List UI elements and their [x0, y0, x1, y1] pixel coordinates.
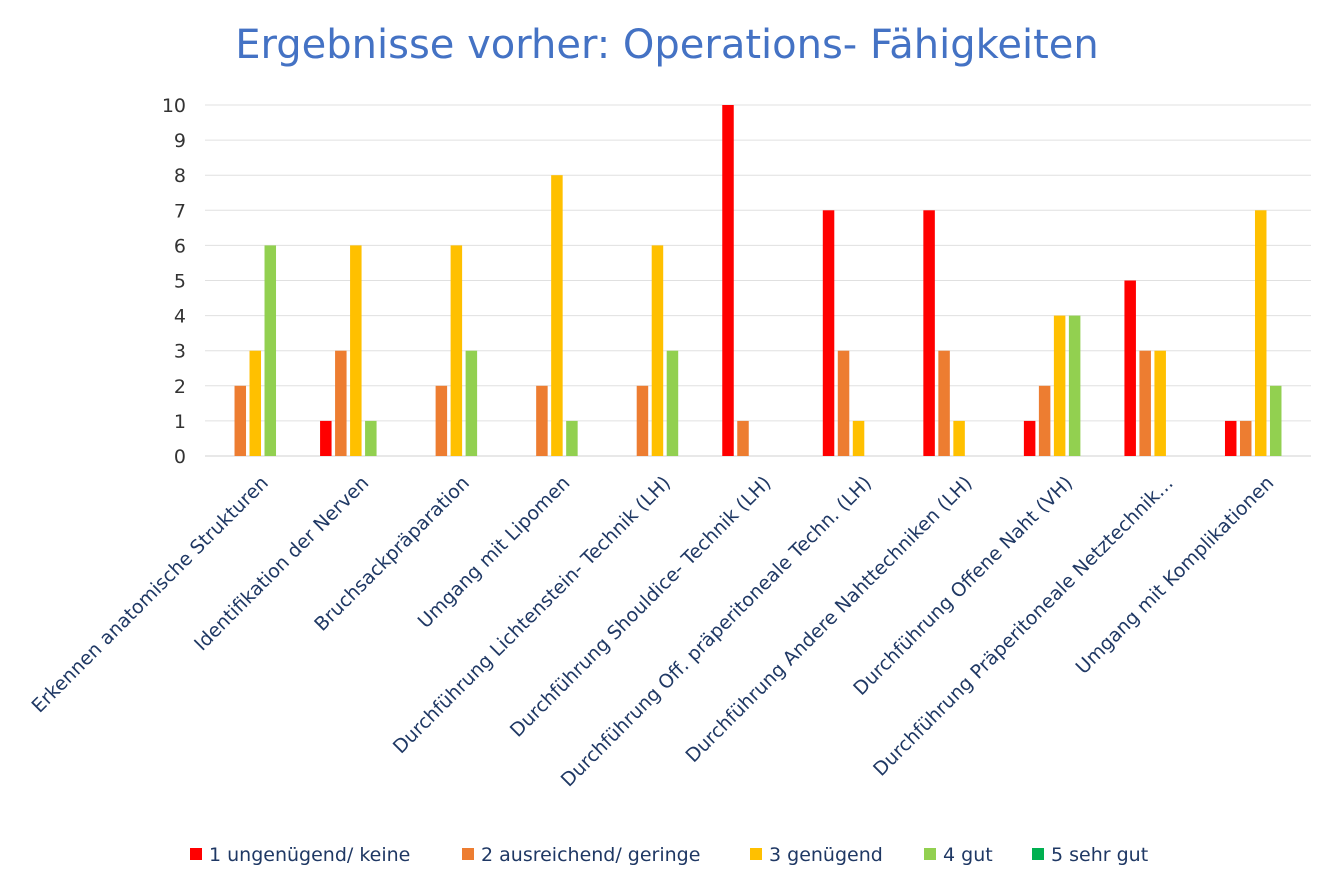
y-tick-label: 7 — [174, 200, 186, 222]
bar — [1224, 420, 1237, 456]
bar — [335, 350, 347, 456]
legend-label: 4 gut — [943, 844, 993, 866]
y-tick-label: 2 — [174, 376, 186, 398]
bar — [435, 385, 448, 456]
bar — [837, 350, 850, 456]
bar — [1254, 210, 1267, 456]
bar — [350, 245, 362, 456]
bar — [651, 245, 664, 456]
bar — [938, 350, 950, 456]
bar — [1239, 420, 1252, 456]
bar — [1139, 350, 1151, 456]
bar — [822, 210, 835, 456]
bar — [1124, 280, 1136, 456]
chart-title: Ergebnisse vorher: Operations- Fähigkeit… — [235, 22, 1099, 68]
legend-label: 5 sehr gut — [1051, 844, 1148, 866]
y-tick-label: 3 — [174, 341, 186, 363]
bar — [1068, 315, 1081, 456]
bar — [465, 350, 478, 456]
y-tick-label: 1 — [174, 411, 186, 433]
bar — [536, 385, 548, 456]
bar — [636, 385, 649, 456]
legend-label: 1 ungenügend/ keine — [209, 844, 410, 866]
legend-swatch — [924, 848, 936, 860]
legend-label: 2 ausreichend/ geringe — [481, 844, 700, 866]
bar — [264, 245, 277, 456]
bar — [1038, 385, 1051, 456]
legend-swatch — [750, 848, 762, 860]
bar — [320, 420, 332, 456]
bar — [666, 350, 679, 456]
bar — [551, 175, 563, 456]
category-label: Durchführung Offene Naht (VH) — [849, 472, 1077, 700]
y-tick-label: 5 — [174, 271, 186, 293]
bar — [722, 105, 734, 456]
y-tick-label: 10 — [162, 95, 186, 117]
bar — [1053, 315, 1066, 456]
bar — [1023, 420, 1036, 456]
category-label: Umgang mit Komplikationen — [1072, 472, 1279, 679]
bar — [1269, 385, 1282, 456]
bar — [249, 350, 262, 456]
y-tick-label: 0 — [174, 446, 186, 468]
bar — [450, 245, 463, 456]
legend-label: 3 genügend — [769, 844, 883, 866]
bar — [365, 420, 377, 456]
bar — [234, 385, 247, 456]
bar — [953, 420, 965, 456]
bar — [923, 210, 935, 456]
category-label: Identifikation der Nerven — [190, 472, 373, 655]
bar — [566, 420, 578, 456]
bar — [737, 420, 749, 456]
y-tick-label: 6 — [174, 235, 186, 257]
y-tick-label: 4 — [174, 306, 186, 328]
bar — [852, 420, 865, 456]
y-tick-label: 9 — [174, 130, 186, 152]
bar — [1154, 350, 1166, 456]
legend-swatch — [462, 848, 474, 860]
legend-swatch — [1032, 848, 1044, 860]
legend-swatch — [190, 848, 202, 860]
y-tick-label: 8 — [174, 165, 186, 187]
